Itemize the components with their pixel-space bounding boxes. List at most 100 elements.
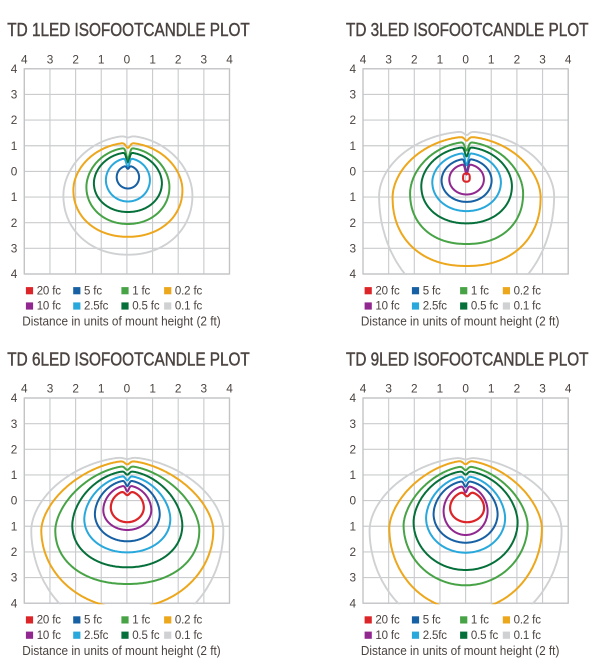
- svg-text:4: 4: [349, 391, 356, 405]
- svg-text:4: 4: [21, 52, 28, 66]
- svg-text:4: 4: [360, 52, 367, 66]
- svg-text:1 fc: 1 fc: [471, 285, 489, 297]
- svg-text:5 fc: 5 fc: [423, 285, 441, 297]
- svg-text:20 fc: 20 fc: [37, 285, 62, 297]
- svg-text:1: 1: [98, 52, 105, 66]
- svg-text:10 fc: 10 fc: [37, 301, 62, 313]
- svg-text:2.5fc: 2.5fc: [84, 301, 109, 313]
- svg-text:1: 1: [488, 382, 495, 396]
- svg-text:2: 2: [11, 113, 18, 127]
- svg-text:3: 3: [385, 52, 392, 66]
- svg-text:4: 4: [11, 267, 18, 281]
- svg-text:3: 3: [11, 88, 18, 102]
- svg-text:3: 3: [349, 88, 356, 102]
- svg-text:0: 0: [462, 382, 469, 396]
- svg-text:3: 3: [11, 241, 18, 255]
- svg-text:3: 3: [349, 241, 356, 255]
- svg-text:Distance in units of mount hei: Distance in units of mount height (2 ft): [22, 314, 221, 329]
- svg-text:0.5 fc: 0.5 fc: [132, 630, 160, 642]
- svg-text:0.2 fc: 0.2 fc: [175, 615, 203, 627]
- svg-text:10 fc: 10 fc: [375, 630, 400, 642]
- svg-text:0: 0: [11, 494, 18, 508]
- svg-text:4: 4: [565, 52, 572, 66]
- svg-text:5 fc: 5 fc: [84, 615, 102, 627]
- svg-text:4: 4: [349, 267, 356, 281]
- svg-text:0.5 fc: 0.5 fc: [471, 301, 499, 313]
- svg-text:1: 1: [349, 519, 356, 533]
- svg-text:Distance in units of mount hei: Distance in units of mount height (2 ft): [22, 643, 221, 658]
- svg-text:3: 3: [11, 571, 18, 585]
- svg-text:2: 2: [72, 52, 79, 66]
- svg-text:2: 2: [411, 52, 418, 66]
- svg-text:4: 4: [349, 62, 356, 76]
- svg-text:4: 4: [349, 596, 356, 610]
- svg-text:5 fc: 5 fc: [423, 615, 441, 627]
- svg-text:3: 3: [201, 382, 208, 396]
- svg-text:10 fc: 10 fc: [375, 301, 400, 313]
- svg-text:0: 0: [124, 52, 131, 66]
- svg-text:1: 1: [11, 190, 18, 204]
- svg-text:2.5fc: 2.5fc: [423, 630, 448, 642]
- svg-text:1: 1: [149, 382, 156, 396]
- svg-text:4: 4: [226, 382, 233, 396]
- svg-text:4: 4: [11, 391, 18, 405]
- svg-text:0.1 fc: 0.1 fc: [514, 301, 542, 313]
- svg-text:TD 6LED ISOFOOTCANDLE PLOT: TD 6LED ISOFOOTCANDLE PLOT: [7, 348, 250, 369]
- svg-text:3: 3: [11, 417, 18, 431]
- svg-text:3: 3: [47, 52, 54, 66]
- svg-text:2: 2: [514, 382, 521, 396]
- svg-text:2: 2: [11, 545, 18, 559]
- svg-text:3: 3: [539, 382, 546, 396]
- svg-text:1 fc: 1 fc: [132, 615, 150, 627]
- svg-text:0.5 fc: 0.5 fc: [471, 630, 499, 642]
- svg-text:0.5 fc: 0.5 fc: [132, 301, 160, 313]
- svg-text:0: 0: [349, 494, 356, 508]
- svg-text:0.2 fc: 0.2 fc: [514, 285, 542, 297]
- svg-text:20 fc: 20 fc: [375, 285, 400, 297]
- svg-text:0.1 fc: 0.1 fc: [175, 630, 203, 642]
- svg-text:0: 0: [462, 52, 469, 66]
- svg-text:0.2 fc: 0.2 fc: [514, 615, 542, 627]
- svg-text:2.5fc: 2.5fc: [84, 630, 109, 642]
- svg-text:4: 4: [565, 382, 572, 396]
- svg-text:1: 1: [349, 139, 356, 153]
- svg-text:0.1 fc: 0.1 fc: [514, 630, 542, 642]
- svg-text:2: 2: [349, 442, 356, 456]
- svg-text:2: 2: [72, 382, 79, 396]
- svg-text:1: 1: [11, 468, 18, 482]
- svg-text:3: 3: [539, 52, 546, 66]
- svg-text:3: 3: [47, 382, 54, 396]
- svg-text:3: 3: [349, 571, 356, 585]
- svg-text:4: 4: [21, 382, 28, 396]
- svg-text:3: 3: [385, 382, 392, 396]
- svg-text:1: 1: [349, 190, 356, 204]
- svg-text:4: 4: [11, 62, 18, 76]
- svg-text:2: 2: [411, 382, 418, 396]
- svg-text:1 fc: 1 fc: [471, 615, 489, 627]
- svg-text:2: 2: [11, 216, 18, 230]
- svg-text:TD 1LED ISOFOOTCANDLE PLOT: TD 1LED ISOFOOTCANDLE PLOT: [7, 19, 250, 40]
- svg-text:Distance in units of mount hei: Distance in units of mount height (2 ft): [361, 643, 560, 658]
- svg-text:2: 2: [175, 382, 182, 396]
- svg-text:20 fc: 20 fc: [375, 615, 400, 627]
- svg-text:TD 3LED ISOFOOTCANDLE PLOT: TD 3LED ISOFOOTCANDLE PLOT: [346, 19, 589, 40]
- svg-text:4: 4: [226, 52, 233, 66]
- svg-text:0: 0: [349, 165, 356, 179]
- svg-text:1 fc: 1 fc: [132, 285, 150, 297]
- svg-text:2.5fc: 2.5fc: [423, 301, 448, 313]
- svg-text:2: 2: [175, 52, 182, 66]
- svg-text:4: 4: [360, 382, 367, 396]
- svg-text:0.1 fc: 0.1 fc: [175, 301, 203, 313]
- svg-text:TD 9LED ISOFOOTCANDLE PLOT: TD 9LED ISOFOOTCANDLE PLOT: [346, 348, 589, 369]
- svg-text:10 fc: 10 fc: [37, 630, 62, 642]
- svg-text:0: 0: [11, 165, 18, 179]
- svg-text:1: 1: [149, 52, 156, 66]
- svg-text:1: 1: [11, 139, 18, 153]
- svg-text:2: 2: [514, 52, 521, 66]
- svg-text:5 fc: 5 fc: [84, 285, 102, 297]
- svg-text:3: 3: [201, 52, 208, 66]
- svg-text:20 fc: 20 fc: [37, 615, 62, 627]
- svg-text:1: 1: [349, 468, 356, 482]
- svg-text:1: 1: [488, 52, 495, 66]
- svg-text:Distance in units of mount hei: Distance in units of mount height (2 ft): [361, 314, 560, 329]
